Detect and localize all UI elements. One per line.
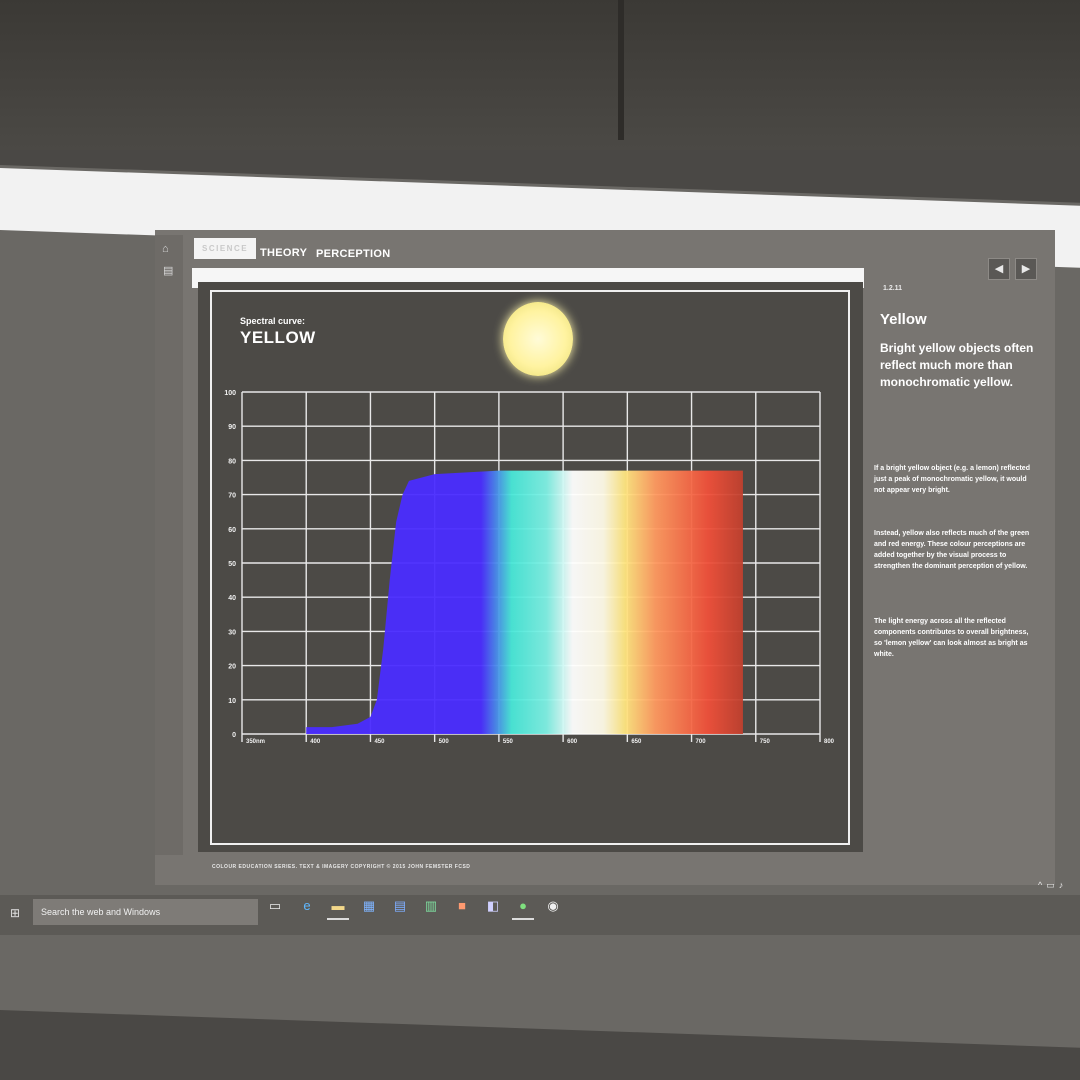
system-tray: ^▭♪ [1038,880,1067,891]
home-icon[interactable]: ⌂ [162,243,169,255]
next-button[interactable]: ▶ [1015,258,1037,280]
previous-icon: ◀ [994,263,1004,275]
spectral-chart: 0 10 20 30 40 50 60 70 80 90 100 350nm 400 450 500 550… [224,390,835,745]
network-icon[interactable]: ▭ [1046,880,1059,890]
curve-title: YELLOW [240,328,316,347]
x-tick-label: 750 [760,739,771,745]
y-tick-label: 0 [232,732,236,739]
y-axis-ticks: 0 10 20 30 40 50 60 70 80 90 100 [224,390,236,739]
panel-lead: Bright yellow objects often reflect much… [880,341,1034,389]
chrome-icon[interactable]: ◉ [547,898,559,913]
room-wall [0,0,1080,150]
excel-icon[interactable]: ▥ [424,898,438,913]
y-tick-label: 30 [228,629,236,636]
y-tick-label: 60 [228,527,236,534]
app-side-nav [155,235,183,855]
previous-button[interactable]: ◀ [988,258,1010,280]
active-app-indicator [327,918,349,920]
x-tick-label: 650 [631,739,642,745]
slide-frame [210,290,850,845]
x-tick-label: 800 [824,739,835,745]
active-app-indicator [512,918,534,920]
spectral-area [306,470,743,734]
store-icon[interactable]: ▦ [362,898,376,913]
file-explorer-icon[interactable]: ▬ [331,898,345,913]
y-tick-label: 80 [228,458,236,465]
y-tick-label: 90 [228,424,236,431]
y-tick-label: 100 [224,390,236,397]
powerpoint-icon[interactable]: ■ [458,898,466,913]
volume-icon[interactable]: ♪ [1058,880,1068,890]
panel-paragraph: The light energy across all the reflecte… [874,618,1029,658]
tray-chevron-icon[interactable]: ^ [1038,880,1047,890]
menu-icon[interactable]: ▤ [163,265,174,277]
x-tick-label: 450 [374,739,385,745]
x-tick-label: 550 [503,739,514,745]
x-tick-label: 600 [567,739,578,745]
next-icon: ▶ [1021,263,1031,275]
wall-seam [618,0,624,140]
task-view-icon[interactable]: ▭ [268,898,282,913]
y-tick-label: 70 [228,493,236,500]
tab-perception[interactable]: PERCEPTION [316,248,391,260]
curve-label: Spectral curve: [240,316,306,326]
tab-theory[interactable]: THEORY [260,247,308,259]
x-tick-label: 700 [696,739,707,745]
edge-icon[interactable]: e [303,898,311,913]
tab-science[interactable]: SCIENCE [194,238,257,259]
taskbar-search-input[interactable]: Search the web and Windows [33,899,258,925]
y-tick-label: 50 [228,561,236,568]
media-icon[interactable]: ● [519,898,527,913]
x-tick-label: 350nm [246,739,265,745]
copyright-footer: COLOUR EDUCATION SERIES. TEXT & IMAGERY … [212,864,471,870]
panel-paragraph: If a bright yellow object (e.g. a lemon)… [874,465,1030,494]
y-tick-label: 40 [228,595,236,602]
y-tick-label: 20 [228,664,236,671]
onenote-icon[interactable]: ◧ [486,898,500,913]
x-axis-ticks: 350nm 400 450 500 550 600 650 700 750 800 [246,739,835,745]
x-tick-label: 400 [310,739,321,745]
panel-title: Yellow [880,311,927,328]
panel-paragraph: Instead, yellow also reflects much of th… [874,530,1030,570]
slide-number: 1.2.11 [883,285,903,292]
y-tick-label: 10 [228,698,236,705]
x-tick-label: 500 [439,739,450,745]
yellow-light-icon [503,302,573,376]
word-icon[interactable]: ▤ [393,898,407,913]
windows-start-icon[interactable]: ⊞ [10,906,21,920]
